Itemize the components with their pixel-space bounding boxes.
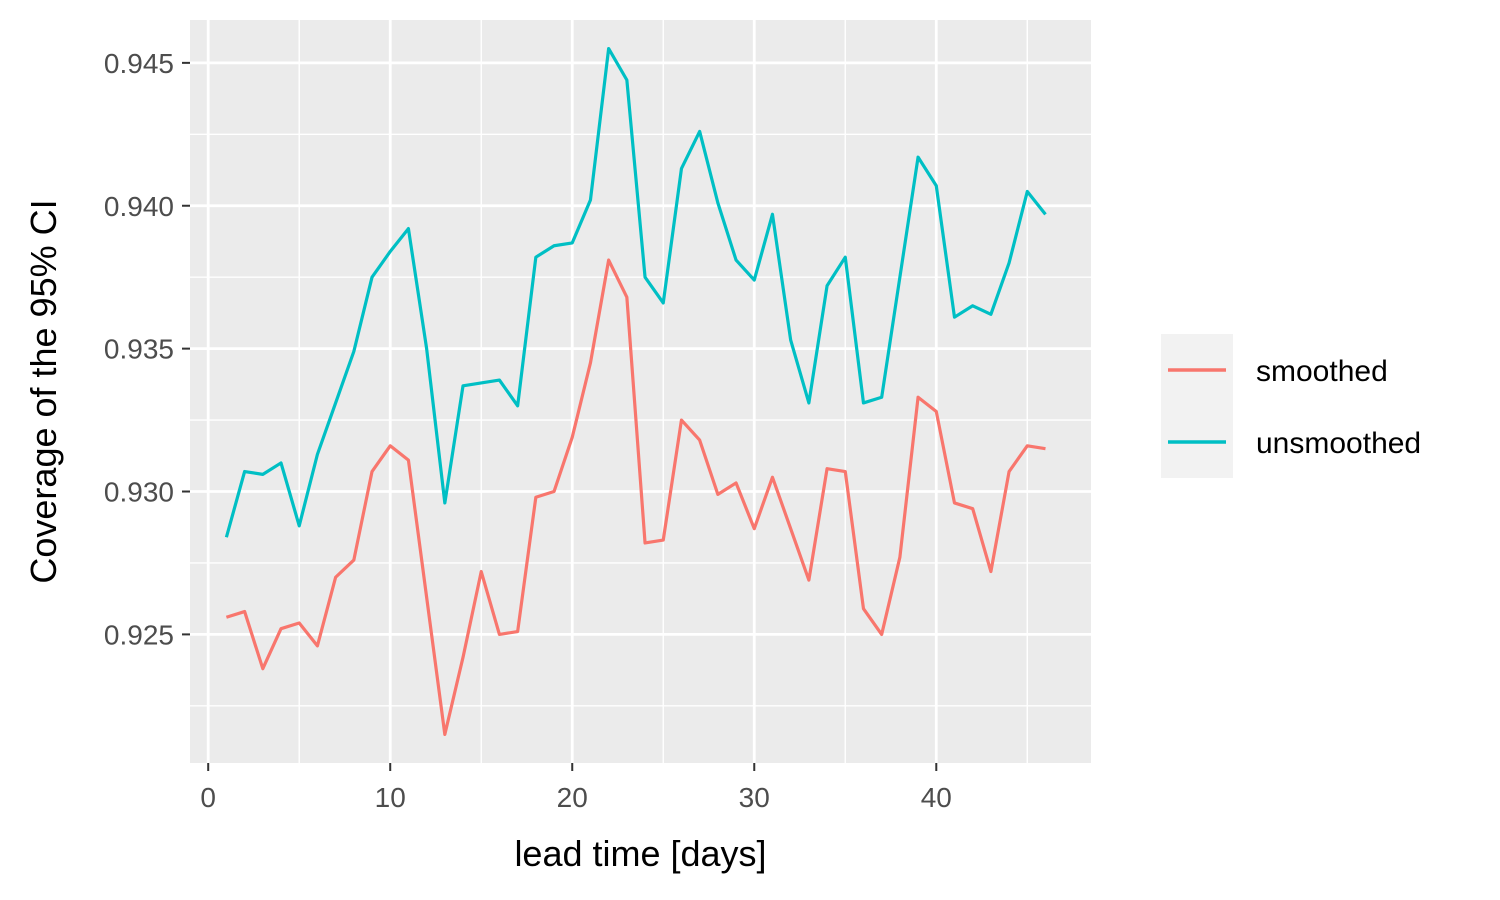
x-tick-label: 30 — [739, 782, 770, 813]
series-line-unsmoothed — [224, 46, 1047, 538]
x-axis: 0 10 20 30 40 — [200, 763, 952, 813]
x-tick-label: 20 — [557, 782, 588, 813]
legend-label-unsmoothed: unsmoothed — [1256, 427, 1421, 460]
minor-gridlines — [190, 20, 1091, 763]
y-axis: 0.925 0.930 0.935 0.940 0.945 — [104, 48, 190, 650]
series-line-smoothed — [225, 258, 1046, 737]
plot-panel — [190, 20, 1091, 763]
x-tick-label: 10 — [375, 782, 406, 813]
series-lines — [224, 46, 1047, 737]
x-axis-title: lead time [days] — [514, 833, 766, 874]
y-axis-title: Coverage of the 95% CI — [23, 199, 64, 583]
y-tick-label: 0.930 — [104, 477, 174, 508]
y-tick-label: 0.935 — [104, 334, 174, 365]
y-tick-label: 0.940 — [104, 191, 174, 222]
legend-label-smoothed: smoothed — [1256, 355, 1388, 388]
y-tick-label: 0.925 — [104, 619, 174, 650]
legend: smoothed unsmoothed — [1161, 334, 1421, 478]
y-tick-label: 0.945 — [104, 48, 174, 79]
x-tick-label: 40 — [921, 782, 952, 813]
x-tick-label: 0 — [200, 782, 216, 813]
